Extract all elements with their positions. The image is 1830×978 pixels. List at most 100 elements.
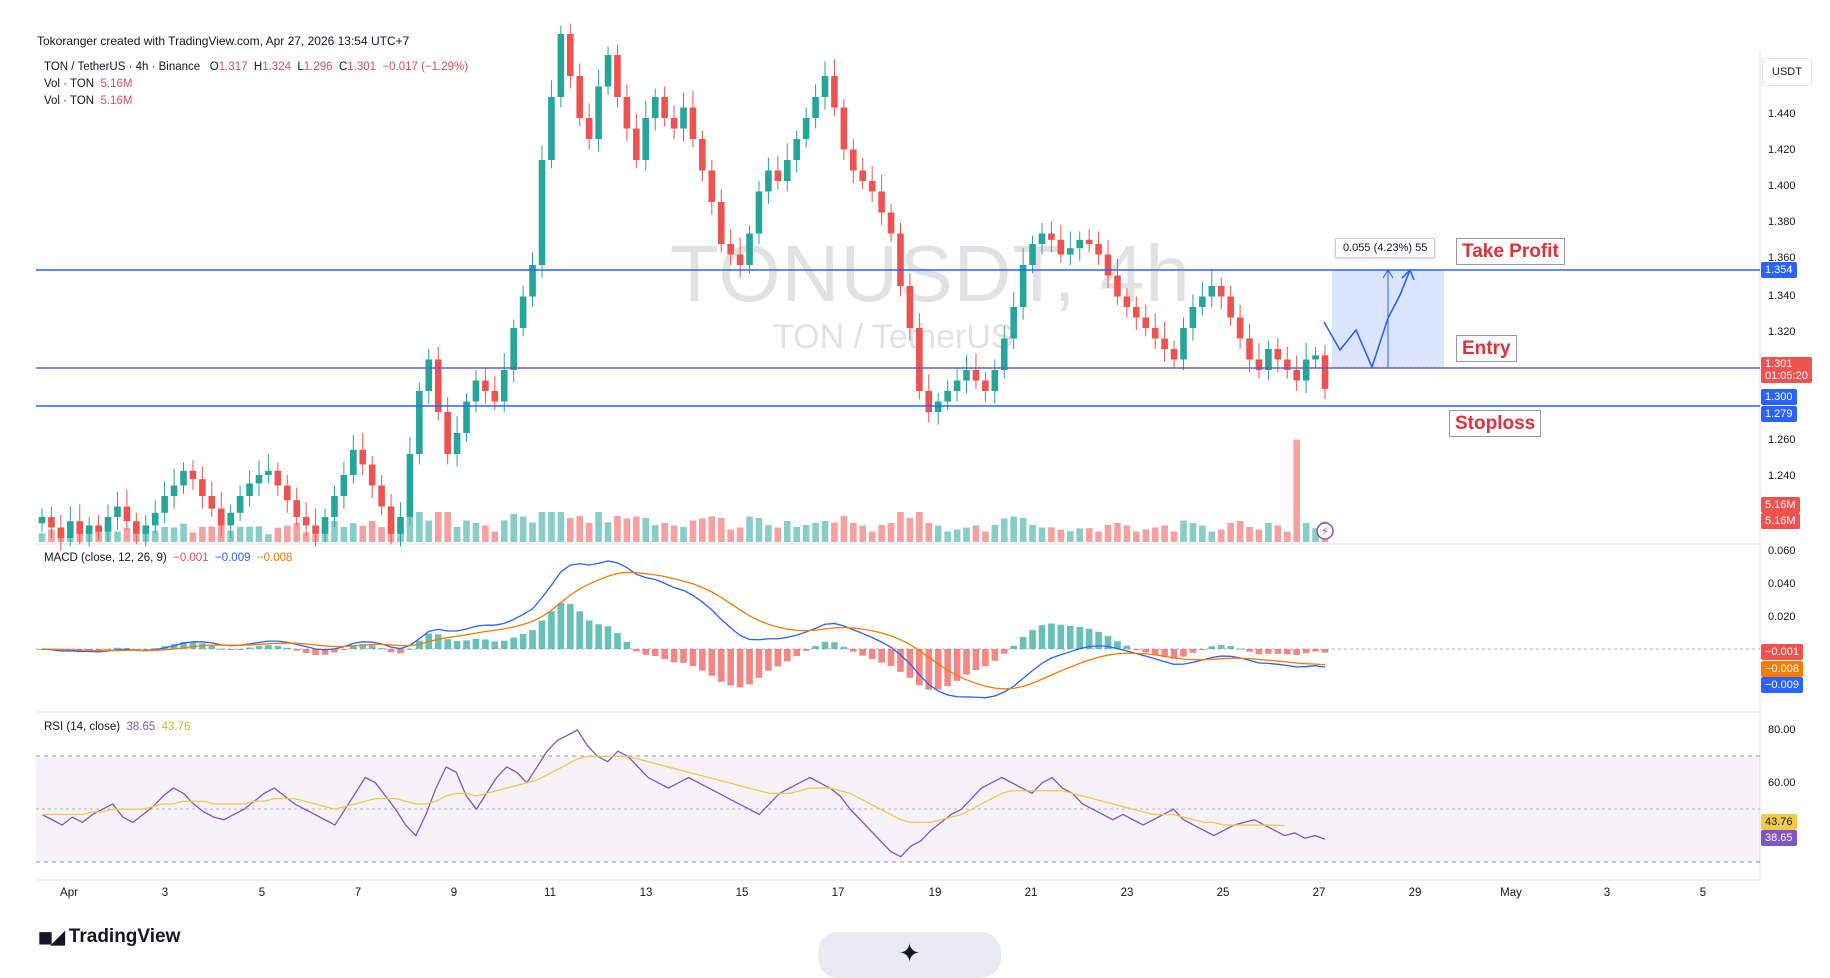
candle	[425, 359, 433, 391]
macd-hist-bar	[821, 641, 829, 649]
macd-hist-bar	[1236, 648, 1244, 650]
candle	[1302, 359, 1310, 381]
candle	[680, 107, 687, 129]
volume-bar	[1010, 516, 1017, 542]
macd-hist-bar	[1312, 649, 1319, 652]
candle	[1048, 233, 1055, 240]
macd-hist-bar	[368, 645, 376, 649]
candle	[585, 118, 593, 139]
macd-hist-bar	[274, 645, 282, 649]
volume-bar	[293, 522, 301, 542]
macd-hist-bar	[283, 647, 291, 649]
volume-bar	[699, 518, 706, 542]
rsi-tick: 60.00	[1768, 777, 1796, 789]
macd-tick: 0.060	[1768, 545, 1796, 557]
volume-bar	[802, 525, 810, 542]
candle	[963, 370, 970, 381]
candle	[510, 328, 517, 370]
candle	[1010, 307, 1017, 339]
macd-line-value: −0.009	[215, 552, 251, 564]
volume-bar	[831, 522, 838, 542]
volume-bar	[189, 532, 197, 542]
tp-price-tag: 1.354	[1761, 262, 1797, 278]
macd-hist-bar	[1217, 645, 1225, 649]
macd-hist-bar	[1151, 649, 1159, 656]
volume-bar	[331, 521, 338, 542]
currency-selector[interactable]: USDT	[1762, 58, 1812, 86]
rsi-ma-line	[42, 755, 1285, 827]
volume-bar	[1302, 523, 1310, 542]
volume-bar	[897, 512, 904, 542]
macd-hist-bar	[1142, 649, 1150, 653]
macd-hist-bar	[963, 649, 970, 675]
entry-label[interactable]: Entry	[1456, 335, 1517, 362]
candle	[887, 212, 895, 234]
candle	[491, 391, 499, 402]
macd-hist-bar	[1265, 649, 1272, 654]
volume-bar	[1114, 523, 1121, 542]
candle	[208, 496, 216, 509]
macd-signal-tag: −0.008	[1761, 661, 1803, 677]
volume-bar	[670, 525, 678, 542]
macd-signal-value: −0.008	[256, 552, 293, 564]
time-tick: 9	[450, 887, 458, 899]
candle	[1189, 307, 1197, 328]
time-tick: 5	[1699, 887, 1707, 899]
macd-hist-bar	[812, 646, 819, 649]
volume-bar	[1199, 525, 1206, 542]
candle	[897, 233, 904, 286]
candle	[548, 97, 555, 160]
macd-hist-bar	[1133, 649, 1140, 650]
ai-assist-button[interactable]: ✦	[818, 932, 1001, 978]
macd-hist-bar	[982, 649, 989, 667]
candle	[623, 97, 631, 129]
volume-bar	[585, 523, 593, 542]
candle	[1265, 349, 1272, 370]
volume-bar	[283, 525, 291, 542]
volume-bar	[397, 524, 404, 542]
volume-bar	[1019, 518, 1027, 542]
candle	[1161, 338, 1168, 349]
volume-bar	[95, 529, 102, 542]
macd-hist-bar	[227, 649, 234, 650]
macd-hist-bar	[529, 630, 536, 649]
take-profit-label[interactable]: Take Profit	[1456, 238, 1565, 265]
macd-hist-bar	[1066, 625, 1074, 649]
candle	[982, 380, 989, 391]
volume-bar	[114, 531, 121, 542]
macd-hist-bar	[453, 641, 461, 649]
stoploss-label[interactable]: Stoploss	[1449, 410, 1542, 437]
candle	[38, 517, 46, 524]
macd-hist-bar	[189, 641, 197, 649]
volume-bar	[991, 525, 999, 542]
macd-hist-bar	[746, 649, 753, 685]
candle	[1180, 328, 1187, 360]
macd-hist-bar	[670, 649, 678, 663]
macd-hist-bar	[246, 647, 253, 649]
macd-hist-bar	[350, 645, 357, 649]
volume-bar	[783, 521, 791, 542]
candle	[916, 328, 923, 391]
macd-hist-bar	[953, 649, 961, 681]
candle	[727, 244, 734, 255]
candle	[538, 160, 546, 265]
volume-bar	[1170, 531, 1178, 542]
time-tick: 3	[1603, 887, 1611, 899]
volume-bar	[1057, 529, 1065, 542]
rsi-tick: 80.00	[1768, 724, 1796, 736]
rsi-value: 38.65	[126, 721, 156, 733]
time-tick: 11	[544, 887, 556, 899]
candle	[95, 525, 102, 532]
macd-hist-bar	[114, 647, 121, 649]
macd-hist-bar	[1293, 649, 1301, 656]
macd-hist-bar	[680, 649, 687, 663]
price-tick: 1.380	[1768, 216, 1796, 228]
candle	[48, 517, 55, 528]
macd-hist-bar	[302, 649, 310, 653]
volume-bar	[227, 530, 234, 542]
volume-label: Vol · TON	[44, 95, 95, 107]
macd-hist-bar	[1180, 649, 1187, 657]
macd-hist-bar	[1302, 649, 1310, 654]
macd-hist-bar	[321, 649, 329, 655]
